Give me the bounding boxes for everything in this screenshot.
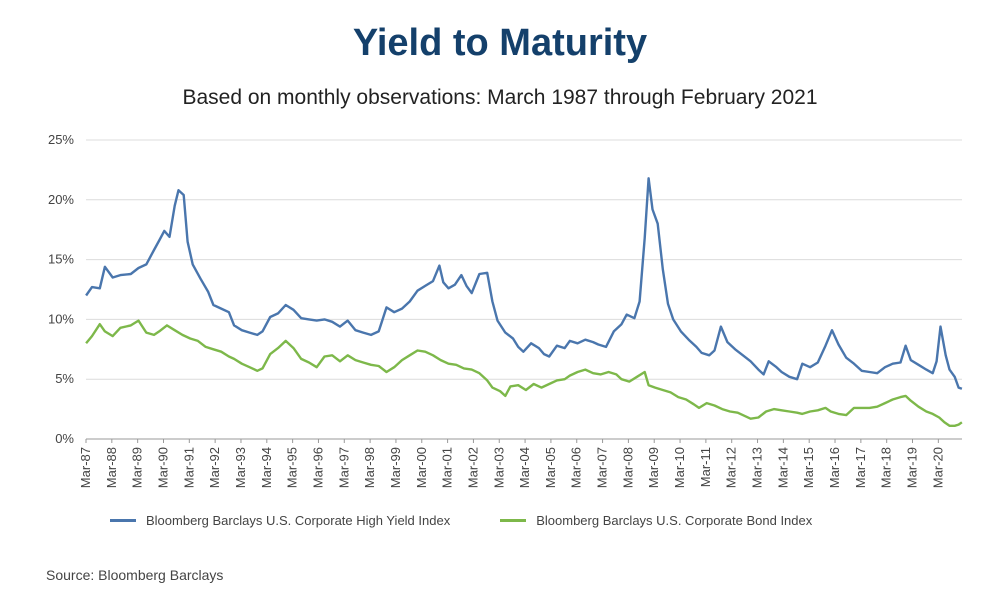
source-note: Source: Bloomberg Barclays — [46, 567, 224, 583]
legend-label-high-yield: Bloomberg Barclays U.S. Corporate High Y… — [146, 513, 451, 528]
x-tick-label: Mar-07 — [595, 447, 610, 488]
series-line-high-yield — [85, 177, 963, 390]
x-tick-label: Mar-97 — [336, 447, 351, 488]
x-tick-label: Mar-96 — [310, 447, 325, 488]
x-tick-label: Mar-13 — [750, 447, 765, 488]
x-tick-label: Mar-95 — [285, 447, 300, 488]
x-tick-label: Mar-93 — [233, 447, 248, 488]
x-tick-label: Mar-98 — [362, 447, 377, 488]
x-tick-label: Mar-16 — [827, 447, 842, 488]
y-tick-label: 25% — [48, 132, 74, 147]
x-tick-label: Mar-08 — [620, 447, 635, 488]
x-tick-label: Mar-14 — [775, 447, 790, 488]
x-tick-label: Mar-09 — [646, 447, 661, 488]
x-tick-label: Mar-00 — [414, 447, 429, 488]
x-tick-label: Mar-19 — [905, 447, 920, 488]
x-tick-label: Mar-02 — [465, 447, 480, 488]
x-tick-label: Mar-06 — [569, 447, 584, 488]
x-tick-label: Mar-88 — [104, 447, 119, 488]
x-tick-label: Mar-05 — [543, 447, 558, 488]
x-tick-label: Mar-89 — [130, 447, 145, 488]
legend-item-corporate-bond: Bloomberg Barclays U.S. Corporate Bond I… — [500, 513, 812, 528]
x-tick-label: Mar-11 — [698, 447, 713, 487]
x-tick-label: Mar-10 — [672, 447, 687, 488]
x-tick-label: Mar-92 — [207, 447, 222, 488]
x-tick-label: Mar-04 — [517, 447, 532, 488]
chart-subtitle: Based on monthly observations: March 198… — [182, 86, 818, 109]
series-line-corporate-bond — [85, 319, 963, 427]
x-tick-label: Mar-87 — [78, 447, 93, 488]
x-tick-label: Mar-18 — [879, 447, 894, 488]
y-tick-label: 10% — [48, 311, 74, 326]
legend-swatch-corporate-bond — [500, 519, 527, 522]
legend-label-corporate-bond: Bloomberg Barclays U.S. Corporate Bond I… — [536, 513, 813, 528]
y-tick-label: 5% — [55, 371, 74, 386]
chart-legend: Bloomberg Barclays U.S. Corporate High Y… — [110, 513, 970, 528]
legend-item-high-yield: Bloomberg Barclays U.S. Corporate High Y… — [110, 513, 450, 528]
y-tick-label: 0% — [55, 431, 74, 446]
legend-swatch-high-yield — [110, 519, 136, 522]
x-tick-label: Mar-01 — [440, 447, 455, 488]
x-tick-label: Mar-03 — [491, 447, 506, 488]
chart-title: Yield to Maturity — [352, 22, 648, 64]
x-tick-label: Mar-17 — [853, 447, 868, 488]
y-tick-label: 20% — [48, 192, 74, 207]
x-tick-label: Mar-12 — [724, 447, 739, 488]
x-tick-label: Mar-91 — [181, 447, 196, 488]
x-tick-label: Mar-90 — [155, 447, 170, 488]
y-tick-label: 15% — [48, 252, 74, 267]
x-tick-label: Mar-94 — [259, 447, 274, 488]
x-tick-label: Mar-99 — [388, 447, 403, 488]
x-tick-label: Mar-20 — [930, 447, 945, 488]
x-tick-label: Mar-15 — [801, 447, 816, 488]
